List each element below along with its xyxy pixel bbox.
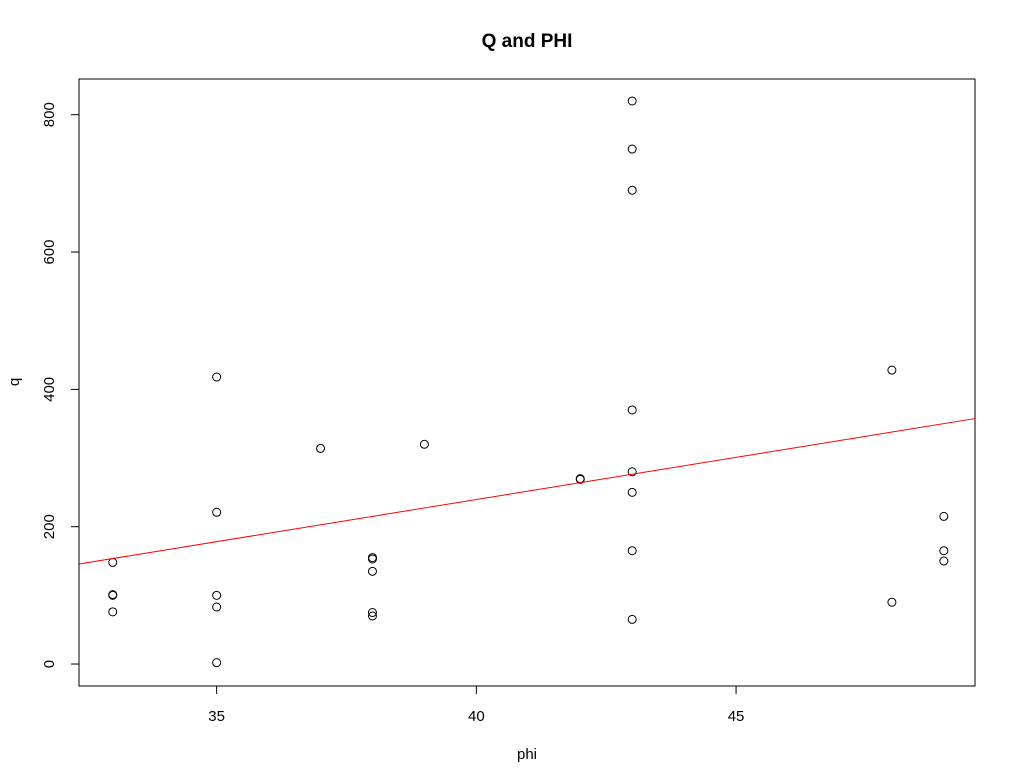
data-point xyxy=(627,487,637,497)
x-tick-label: 35 xyxy=(208,708,225,725)
y-axis-label: q xyxy=(6,378,23,386)
data-point xyxy=(627,185,637,195)
axes: 35 40 45 0 200 400 600 800 xyxy=(41,102,744,725)
data-point xyxy=(212,372,222,382)
data-point xyxy=(887,365,897,375)
data-point xyxy=(212,602,222,612)
data-point xyxy=(367,566,377,576)
plot-frame xyxy=(78,78,976,687)
data-point xyxy=(419,439,429,449)
data-point xyxy=(108,607,118,617)
data-point xyxy=(627,405,637,415)
data-point xyxy=(367,554,377,564)
y-tick-label: 0 xyxy=(41,660,58,668)
data-point xyxy=(939,546,949,556)
data-point xyxy=(212,658,222,668)
y-tick-label: 400 xyxy=(41,377,58,402)
data-point xyxy=(627,96,637,106)
data-point xyxy=(367,611,377,621)
data-point xyxy=(939,556,949,566)
data-point xyxy=(212,590,222,600)
x-axis-label: phi xyxy=(517,746,537,763)
data-point xyxy=(887,597,897,607)
regression-line xyxy=(78,418,976,565)
data-point xyxy=(627,467,637,477)
y-tick-label: 600 xyxy=(41,240,58,265)
data-point xyxy=(575,474,585,484)
data-point xyxy=(627,144,637,154)
data-point xyxy=(627,546,637,556)
x-tick-label: 45 xyxy=(728,708,745,725)
x-tick-label: 40 xyxy=(468,708,485,725)
data-point xyxy=(212,507,222,517)
data-point xyxy=(108,590,118,600)
data-point xyxy=(316,443,326,453)
y-tick-label: 800 xyxy=(41,102,58,127)
data-point xyxy=(108,557,118,567)
data-point xyxy=(367,608,377,618)
chart-title: Q and PHI xyxy=(482,31,573,52)
plot-marks xyxy=(78,96,976,668)
data-point xyxy=(627,614,637,624)
data-point xyxy=(939,511,949,521)
y-tick-label: 200 xyxy=(41,514,58,539)
